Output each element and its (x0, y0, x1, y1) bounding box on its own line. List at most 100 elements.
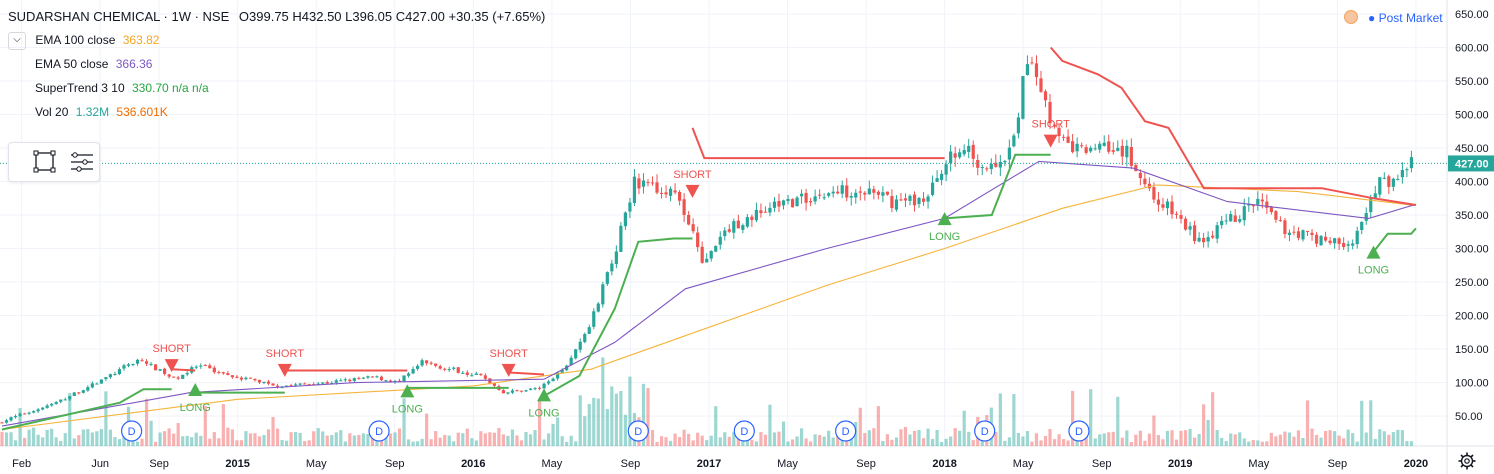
volume-bar (334, 432, 338, 446)
candle-body (705, 258, 709, 263)
candle-body (244, 377, 248, 380)
candle-body (1111, 150, 1115, 152)
symbol-title[interactable]: SUDARSHAN CHEMICAL · 1W · NSE (8, 9, 230, 24)
candle-body (13, 416, 18, 418)
dividend-marker[interactable] (974, 420, 996, 442)
candle-body (289, 385, 293, 387)
x-tick-label: 2020 (1404, 458, 1428, 470)
candle-body (885, 191, 890, 195)
rectangle-tool-icon[interactable] (27, 148, 61, 176)
volume-bar (1351, 433, 1355, 446)
volume-bar (809, 441, 813, 446)
market-status[interactable]: ● Post Market (1344, 10, 1443, 25)
candle-body (257, 379, 262, 383)
volume-bar (339, 430, 343, 446)
candle-body (1328, 240, 1332, 244)
legend-volume[interactable]: Vol 20 1.32M 536.601K (8, 100, 545, 124)
chevron-down-icon[interactable]: ⌵ (8, 31, 26, 50)
candle-body (307, 384, 311, 386)
candle-body (1120, 145, 1124, 157)
candle-body (235, 376, 239, 378)
x-tick-label: Sep (1092, 458, 1112, 470)
candle-body (501, 390, 506, 394)
legend-supertrend[interactable]: SuperTrend 3 10 330.70 n/a n/a (8, 76, 545, 100)
dividend-marker[interactable] (627, 420, 649, 442)
candle-body (1215, 225, 1219, 239)
volume-bar (587, 403, 591, 446)
candle-body (415, 365, 420, 369)
drawing-toolbar (8, 142, 100, 182)
candle-body (1360, 221, 1364, 231)
candle-body (610, 263, 614, 272)
volume-bar (1233, 434, 1237, 446)
legend-supertrend-label: SuperTrend 3 10 (35, 81, 125, 95)
candle-body (732, 221, 736, 233)
candle-body (194, 366, 198, 368)
volume-bar (352, 435, 356, 446)
volume-bar (786, 441, 790, 446)
volume-bar (872, 428, 876, 446)
candle-body (212, 367, 216, 373)
volume-bar (483, 433, 487, 446)
gear-icon[interactable] (1458, 452, 1476, 470)
candle-body (849, 196, 853, 198)
candle-body (813, 196, 817, 202)
candle-body (1292, 231, 1296, 233)
candle-body (32, 411, 36, 413)
candle-body (1296, 231, 1301, 239)
volume-bar (447, 435, 451, 446)
candle-body (998, 161, 1002, 168)
candle-body (953, 153, 957, 158)
candle-body (1156, 199, 1161, 205)
candle-body (682, 199, 686, 215)
candle-body (1400, 170, 1404, 178)
x-tick-label: May (306, 458, 327, 470)
candle-body (818, 194, 822, 196)
candle-body (506, 392, 510, 394)
dividend-marker[interactable] (368, 420, 390, 442)
candle-body (1161, 204, 1165, 208)
volume-bar (411, 441, 415, 446)
dividend-marker[interactable] (835, 420, 857, 442)
candle-body (1409, 157, 1414, 169)
volume-bar (1229, 433, 1233, 446)
candle-body (551, 378, 555, 382)
volume-bar (239, 440, 244, 446)
candle-body (1256, 198, 1260, 205)
candle-body (483, 375, 487, 379)
dividend-marker-label: D (375, 426, 383, 438)
candle-body (199, 365, 203, 367)
dividend-marker[interactable] (733, 420, 755, 442)
volume-bar (1405, 440, 1409, 446)
candle-body (429, 362, 433, 364)
volume-bar (474, 440, 478, 446)
volume-bar (1238, 432, 1242, 446)
legend-ema100[interactable]: ⌵ EMA 100 close 363.82 (8, 28, 545, 52)
volume-bar (1134, 434, 1138, 446)
supertrend-line (691, 127, 945, 160)
volume-bar (858, 407, 862, 446)
volume-bar (691, 440, 695, 446)
volume-bar (1274, 436, 1278, 446)
legend-ema50[interactable]: EMA 50 close 366.36 (8, 52, 545, 76)
dividend-marker[interactable] (1068, 420, 1090, 442)
candle-body (1351, 243, 1355, 246)
volume-bar (614, 393, 618, 446)
candle-body (542, 383, 546, 389)
candle-body (1098, 143, 1102, 150)
candle-body (153, 364, 158, 371)
lines-menu-icon[interactable] (63, 148, 97, 176)
candle-body (1048, 101, 1052, 124)
volume-bar (456, 432, 460, 446)
volume-bar (393, 432, 397, 446)
volume-bar (1197, 433, 1201, 446)
candle-body (772, 201, 777, 208)
volume-bar (565, 441, 569, 446)
volume-bar (668, 440, 673, 446)
volume-bar (1143, 440, 1147, 446)
dividend-marker[interactable] (121, 420, 143, 442)
candle-body (578, 341, 582, 350)
short-signal-label: SHORT (1032, 119, 1071, 131)
dividend-marker-label: D (1075, 426, 1083, 438)
